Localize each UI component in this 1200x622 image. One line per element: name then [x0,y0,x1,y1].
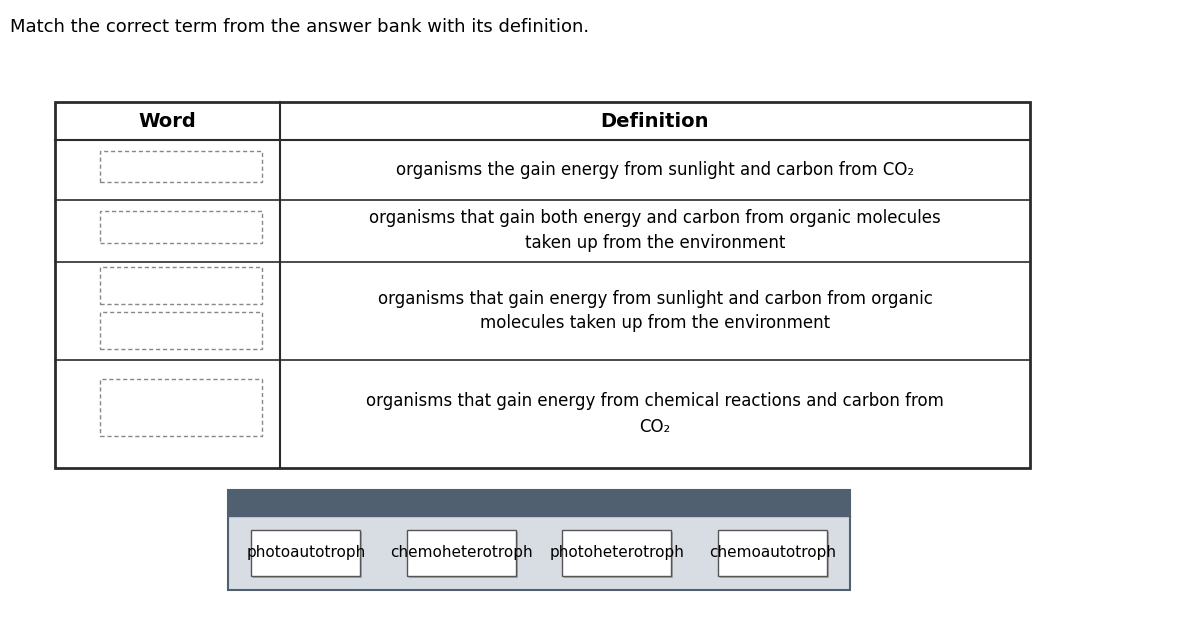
Bar [564,532,673,578]
Bar [251,530,360,576]
Text: Definition: Definition [601,111,709,131]
Text: photoautotroph: photoautotroph [246,545,365,560]
Bar [55,102,1030,468]
Bar [409,532,517,578]
Text: Word: Word [139,111,197,131]
Bar [228,516,850,590]
Bar [100,151,262,182]
Bar [407,530,516,576]
Text: organisms that gain energy from chemical reactions and carbon from
CO₂: organisms that gain energy from chemical… [366,392,944,435]
Text: organisms the gain energy from sunlight and carbon from CO₂: organisms the gain energy from sunlight … [396,161,914,179]
Bar [100,267,262,304]
Bar [563,530,671,576]
Bar [100,379,262,435]
Bar [228,490,850,590]
Text: Answer Bank: Answer Bank [490,496,589,511]
Text: organisms that gain energy from sunlight and carbon from organic
molecules taken: organisms that gain energy from sunlight… [378,289,932,333]
Text: chemoautotroph: chemoautotroph [709,545,835,560]
Text: organisms that gain both energy and carbon from organic molecules
taken up from : organisms that gain both energy and carb… [370,210,941,253]
Text: photoheterotroph: photoheterotroph [550,545,684,560]
Bar [253,532,362,578]
Text: Match the correct term from the answer bank with its definition.: Match the correct term from the answer b… [10,18,589,36]
Bar [100,312,262,349]
Bar [228,490,850,516]
Bar [100,211,262,243]
Bar [720,532,829,578]
Text: chemoheterotroph: chemoheterotroph [390,545,533,560]
Bar [718,530,827,576]
